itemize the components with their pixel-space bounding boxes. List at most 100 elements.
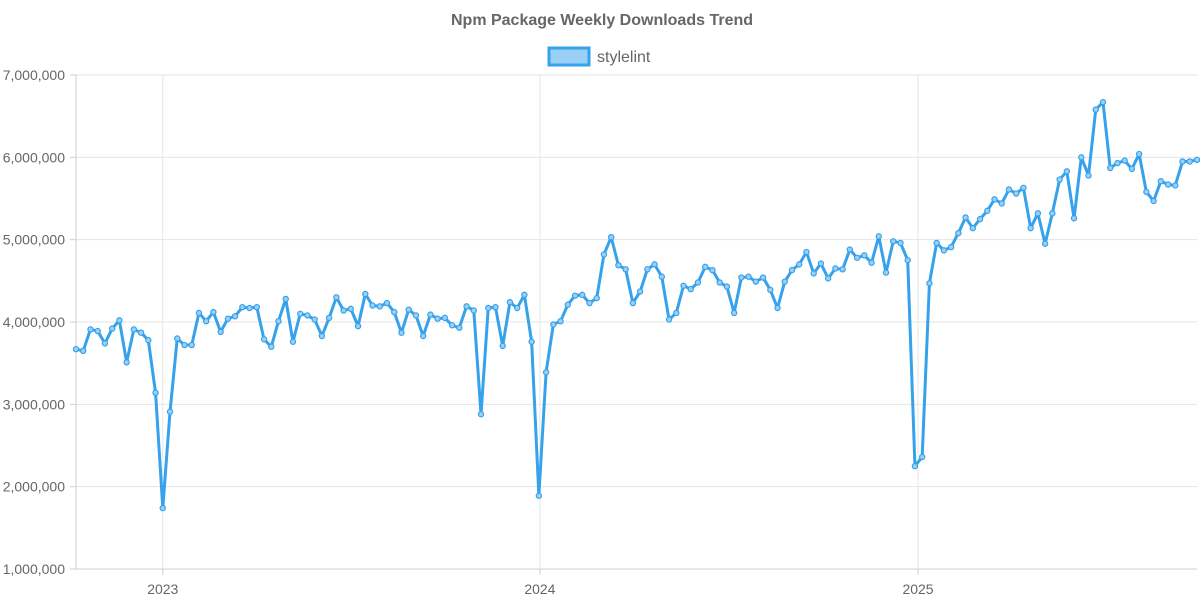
data-point[interactable]: [535, 492, 543, 499]
data-point[interactable]: [485, 304, 492, 312]
data-point[interactable]: [362, 290, 369, 298]
data-point[interactable]: [796, 261, 803, 268]
data-point[interactable]: [253, 303, 261, 311]
data-point[interactable]: [723, 283, 731, 290]
data-point[interactable]: [579, 291, 586, 299]
data-point[interactable]: [174, 335, 181, 342]
data-point[interactable]: [1049, 210, 1056, 217]
data-point[interactable]: [477, 411, 485, 418]
data-point[interactable]: [1193, 156, 1200, 163]
data-point[interactable]: [745, 273, 752, 280]
data-point[interactable]: [673, 309, 680, 317]
data-point[interactable]: [152, 389, 159, 397]
data-point[interactable]: [195, 309, 203, 317]
data-point[interactable]: [275, 317, 282, 325]
data-point[interactable]: [702, 263, 709, 271]
data-point[interactable]: [694, 279, 702, 286]
data-point[interactable]: [376, 303, 383, 310]
data-point[interactable]: [861, 252, 868, 259]
data-point[interactable]: [882, 269, 890, 276]
data-point[interactable]: [644, 266, 651, 273]
data-point[interactable]: [282, 295, 289, 303]
data-point[interactable]: [1034, 210, 1042, 217]
data-point[interactable]: [239, 303, 246, 311]
data-point[interactable]: [868, 259, 875, 266]
data-point[interactable]: [593, 294, 600, 302]
data-point[interactable]: [839, 266, 846, 273]
data-point[interactable]: [1107, 164, 1114, 172]
data-point[interactable]: [528, 338, 535, 345]
data-point[interactable]: [767, 286, 774, 294]
data-point[interactable]: [933, 239, 940, 247]
data-point[interactable]: [412, 312, 420, 319]
data-point[interactable]: [123, 359, 130, 366]
data-point[interactable]: [926, 280, 933, 287]
data-point[interactable]: [998, 200, 1005, 207]
data-point[interactable]: [210, 308, 217, 316]
data-point[interactable]: [427, 311, 434, 318]
data-point[interactable]: [955, 229, 962, 237]
data-point[interactable]: [1005, 186, 1013, 193]
data-point[interactable]: [1070, 215, 1078, 222]
data-point[interactable]: [311, 316, 318, 323]
data-point[interactable]: [781, 278, 788, 285]
data-point[interactable]: [145, 336, 152, 344]
data-point[interactable]: [1092, 106, 1099, 113]
data-point[interactable]: [434, 315, 441, 322]
data-point[interactable]: [101, 340, 109, 347]
data-point[interactable]: [911, 462, 919, 470]
data-point[interactable]: [550, 321, 557, 328]
data-point[interactable]: [846, 246, 854, 253]
data-point[interactable]: [774, 304, 781, 312]
data-point[interactable]: [680, 282, 687, 289]
data-point[interactable]: [188, 341, 195, 349]
data-point[interactable]: [636, 288, 644, 295]
data-point[interactable]: [521, 291, 528, 299]
data-point[interactable]: [1121, 157, 1128, 164]
data-point[interactable]: [1128, 165, 1136, 173]
data-point[interactable]: [1012, 190, 1020, 197]
data-point[interactable]: [419, 332, 427, 340]
data-point[interactable]: [803, 248, 810, 256]
data-point[interactable]: [1135, 150, 1143, 158]
data-point[interactable]: [557, 317, 564, 325]
data-point[interactable]: [586, 299, 593, 307]
data-point[interactable]: [231, 313, 239, 320]
data-point[interactable]: [80, 347, 87, 355]
data-point[interactable]: [340, 307, 347, 314]
data-point[interactable]: [448, 322, 456, 329]
data-point[interactable]: [940, 247, 948, 254]
data-point[interactable]: [1085, 172, 1092, 179]
data-point[interactable]: [130, 326, 138, 333]
data-point[interactable]: [622, 266, 629, 273]
data-point[interactable]: [1150, 197, 1157, 205]
data-point[interactable]: [738, 274, 745, 281]
data-point[interactable]: [333, 294, 340, 301]
data-point[interactable]: [1020, 184, 1027, 191]
data-point[interactable]: [687, 285, 694, 293]
data-point[interactable]: [260, 336, 268, 343]
data-point[interactable]: [470, 307, 477, 314]
data-point[interactable]: [564, 301, 571, 308]
data-point[interactable]: [607, 233, 615, 241]
data-point[interactable]: [716, 279, 723, 286]
data-point[interactable]: [202, 317, 210, 325]
data-point[interactable]: [832, 265, 839, 272]
data-point[interactable]: [492, 303, 499, 311]
data-point[interactable]: [108, 325, 116, 332]
data-point[interactable]: [947, 243, 955, 251]
data-point[interactable]: [268, 343, 275, 350]
data-point[interactable]: [116, 317, 123, 324]
data-point[interactable]: [318, 332, 326, 340]
data-point[interactable]: [347, 305, 355, 313]
data-point[interactable]: [1056, 176, 1063, 183]
data-point[interactable]: [297, 310, 304, 317]
data-point[interactable]: [817, 260, 825, 267]
data-point[interactable]: [918, 453, 926, 461]
data-point[interactable]: [759, 274, 767, 281]
data-point[interactable]: [405, 306, 412, 313]
data-point[interactable]: [87, 326, 94, 333]
data-point[interactable]: [615, 261, 622, 269]
data-point[interactable]: [897, 239, 904, 247]
data-point[interactable]: [137, 329, 145, 336]
